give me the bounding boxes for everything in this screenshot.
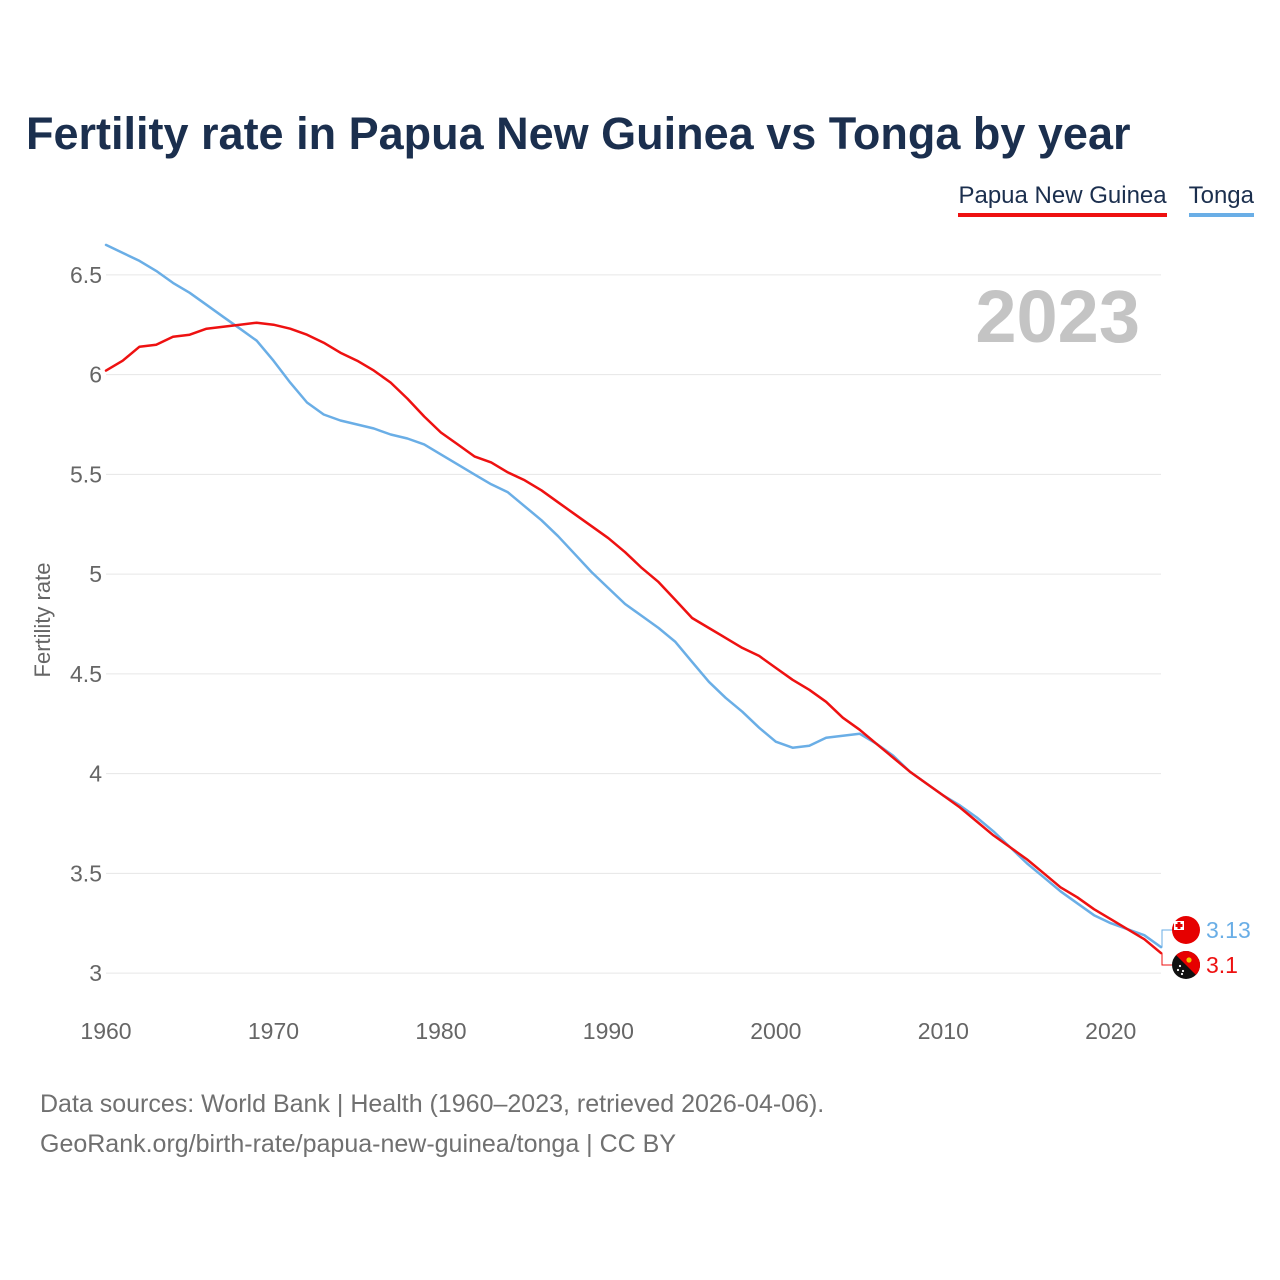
tonga-flag-icon <box>1172 916 1200 944</box>
grid-lines <box>106 274 1161 974</box>
y-tick-label: 3 <box>89 960 102 986</box>
series-line-papua-new-guinea[interactable] <box>104 321 1163 955</box>
y-tick-label: 4.5 <box>70 661 102 687</box>
end-labels: 3.1 3.13 <box>1161 916 1251 979</box>
y-tick-label: 6 <box>89 362 102 388</box>
footer-sources: Data sources: World Bank | Health (1960–… <box>40 1090 825 1118</box>
year-label: 2023 <box>975 275 1140 358</box>
footer-link[interactable]: GeoRank.org/birth-rate/papua-new-guinea/… <box>40 1130 677 1158</box>
end-value-label-papua-new-guinea: 3.1 <box>1206 952 1238 978</box>
legend: Papua New Guinea Tonga <box>958 182 1254 217</box>
legend-item-papua-new-guinea[interactable]: Papua New Guinea <box>958 182 1167 217</box>
papua-new-guinea-flag-icon <box>1172 950 1201 979</box>
x-tick-label: 1970 <box>248 1018 299 1044</box>
end-label-leader-papua-new-guinea <box>1161 952 1172 966</box>
x-tick-label: 1960 <box>80 1018 131 1044</box>
y-tick-label: 5 <box>89 561 102 587</box>
end-value-label-tonga: 3.13 <box>1206 917 1251 943</box>
x-tick-label: 1990 <box>583 1018 634 1044</box>
series-lines <box>104 243 1163 955</box>
y-tick-label: 3.5 <box>70 860 102 886</box>
end-label-leader-tonga <box>1161 929 1172 948</box>
chart-title: Fertility rate in Papua New Guinea vs To… <box>26 108 1131 159</box>
x-tick-label: 2000 <box>750 1018 801 1044</box>
footer: Data sources: World Bank | Health (1960–… <box>40 1084 824 1164</box>
x-tick-label: 2020 <box>1085 1018 1136 1044</box>
x-axis-ticks: 1960 1970 1980 1990 2000 2010 2020 <box>80 1018 1136 1044</box>
y-tick-label: 5.5 <box>70 461 102 487</box>
x-tick-label: 2010 <box>918 1018 969 1044</box>
y-tick-label: 4 <box>89 761 102 787</box>
y-axis-ticks: 3 3.5 4 4.5 5 5.5 6 6.5 <box>70 262 102 986</box>
y-axis-label: Fertility rate <box>30 563 55 678</box>
y-tick-label: 6.5 <box>70 262 102 288</box>
legend-item-tonga[interactable]: Tonga <box>1188 182 1254 217</box>
x-tick-label: 1980 <box>415 1018 466 1044</box>
series-line-tonga[interactable] <box>104 243 1163 949</box>
